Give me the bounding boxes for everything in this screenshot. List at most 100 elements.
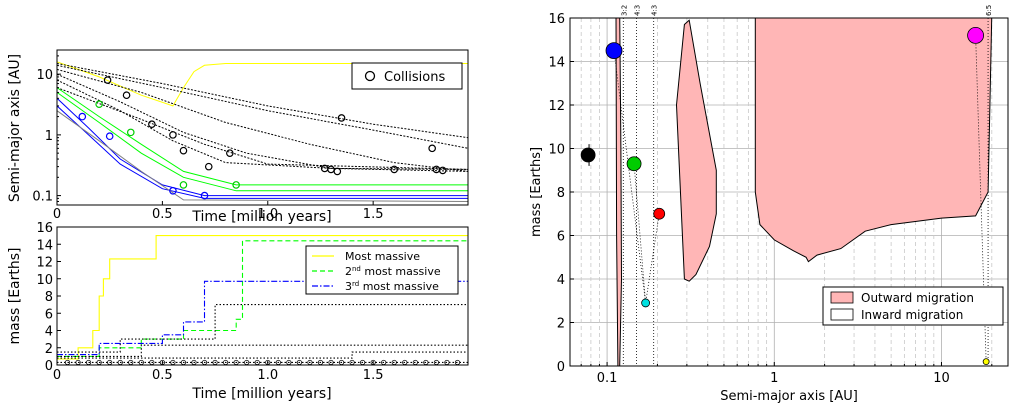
collision-marker-icon (364, 70, 376, 82)
y-axis-label-b: mass [Earths] (7, 247, 23, 344)
legend-c-outward: Outward migration (861, 291, 974, 305)
collision-point-18 (232, 181, 240, 189)
collision-point-14 (438, 166, 447, 175)
outward-region-mid (675, 19, 717, 282)
legend-a: Collisions (351, 62, 463, 90)
outward-swatch-icon (830, 291, 854, 304)
collision-point-19 (78, 112, 87, 121)
y-tick-label-c: 0 (557, 360, 565, 375)
resonance-label-3: 6:5 (985, 5, 993, 16)
trajectory-line-5 (57, 63, 468, 139)
collision-point-20 (105, 132, 114, 141)
collision-point-1 (122, 91, 131, 100)
y-tick-label-b: 16 (36, 221, 53, 236)
y-tick-label-c: 4 (557, 273, 565, 288)
y-tick-label-b: 6 (45, 307, 53, 322)
x-tick-label-b: 0.5 (152, 368, 173, 383)
planet-1 (580, 147, 596, 163)
y-tick-label-c: 14 (548, 56, 565, 71)
y-tick-label-b: 8 (45, 290, 53, 305)
trajectory-line-8 (57, 91, 468, 192)
legend-b: Most massive 2nd most massive 3rd most m… (305, 245, 459, 295)
planet-5 (967, 27, 984, 44)
collision-point-0 (103, 76, 112, 84)
resonance-label-0: 3:2 (620, 5, 628, 16)
x-tick-label-c: 0.1 (597, 371, 618, 386)
planet-2 (626, 156, 642, 172)
legend-c-inward: Inward migration (861, 308, 963, 322)
mass-line-2 (57, 280, 468, 356)
resonance-label-1: 4:3 (634, 5, 642, 16)
x-tick-label-c: 10 (933, 371, 950, 386)
y-tick-label-b: 0 (45, 359, 53, 374)
y-tick-label-c: 10 (548, 143, 565, 158)
outward-region-thin (615, 18, 623, 366)
planet-link-2 (645, 213, 660, 303)
x-tick-label-a: 1.5 (363, 207, 384, 222)
planet-link-1 (633, 163, 647, 303)
y-tick-label-b: 14 (36, 238, 53, 253)
inward-swatch-icon (830, 308, 854, 321)
y-tick-label-a: 10 (36, 68, 53, 83)
collision-point-12 (428, 144, 436, 153)
trajectory-line-4 (57, 79, 468, 170)
y-tick-label-a: 1 (45, 129, 53, 144)
legend-a-collisions: Collisions (384, 70, 445, 85)
collision-point-7 (337, 114, 346, 122)
y-tick-label-b: 2 (45, 342, 53, 357)
y-tick-label-b: 10 (36, 273, 53, 288)
mass-line-0 (57, 235, 468, 360)
x-tick-label-a: 0 (53, 207, 61, 222)
y-tick-label-a: 0.1 (32, 190, 53, 205)
migration-map-panel: 0.1 1 10 0 2 4 6 8 10 12 14 16 3:2 4:3 4:3 6:5 Semi-m… (529, 5, 1009, 404)
planet-3 (653, 207, 666, 220)
y-tick-label-b: 12 (36, 256, 53, 271)
y-axis-label-c: mass [Earths] (529, 147, 544, 237)
legend-b-most-massive: Most massive (345, 250, 420, 263)
mass-line-6 (57, 351, 468, 359)
x-tick-label-b: 1.5 (363, 368, 384, 383)
legend-b-2nd: 2nd most massive (345, 265, 441, 278)
x-axis-label-a: Time [million years] (191, 209, 331, 225)
collision-point-22 (200, 191, 209, 200)
planet-link-0 (613, 50, 647, 303)
y-tick-label-c: 16 (548, 12, 565, 27)
mass-line-3 (57, 304, 468, 353)
x-axis-label-b: Time [million years] (191, 386, 331, 402)
collision-point-21 (169, 186, 177, 195)
planet-0 (605, 42, 623, 60)
mass-line-4 (57, 344, 468, 357)
trajectory-line-3 (57, 73, 468, 172)
collision-point-15 (95, 100, 103, 109)
trajectory-line-7 (57, 87, 468, 186)
collision-point-10 (333, 167, 342, 176)
collision-point-4 (179, 146, 188, 155)
semi-major-axis-panel: 0 0.5 1.0 1.5 0.1 1 10 Time [million years] S… (7, 49, 469, 225)
planet-4 (641, 298, 651, 308)
x-tick-label-a: 0.5 (152, 207, 173, 222)
x-tick-label-a: 1.0 (257, 207, 278, 222)
y-axis-label-a: Semi-major axis [AU] (7, 54, 23, 202)
planet-6 (982, 358, 990, 366)
frame-a (56, 49, 469, 206)
x-tick-label-b: 0 (53, 368, 61, 383)
x-tick-label-b: 1.0 (257, 368, 278, 383)
x-tick-label-c: 1 (770, 371, 778, 386)
trajectory-line-11 (57, 110, 468, 202)
trajectory-line-6 (57, 87, 468, 170)
collision-point-5 (204, 162, 213, 171)
x-axis-label-c: Semi-major axis [AU] (720, 389, 858, 404)
y-tick-label-b: 4 (45, 325, 53, 340)
collision-point-2 (148, 120, 156, 128)
collision-point-3 (169, 131, 177, 139)
collision-point-17 (179, 181, 188, 189)
y-tick-label-c: 6 (557, 230, 565, 245)
y-tick-label-c: 2 (557, 317, 565, 332)
trajectory-line-0 (57, 61, 468, 107)
collision-point-16 (126, 128, 135, 137)
resonance-label-2: 4:3 (651, 5, 659, 16)
collision-point-6 (226, 149, 234, 157)
y-tick-label-c: 12 (548, 99, 565, 114)
